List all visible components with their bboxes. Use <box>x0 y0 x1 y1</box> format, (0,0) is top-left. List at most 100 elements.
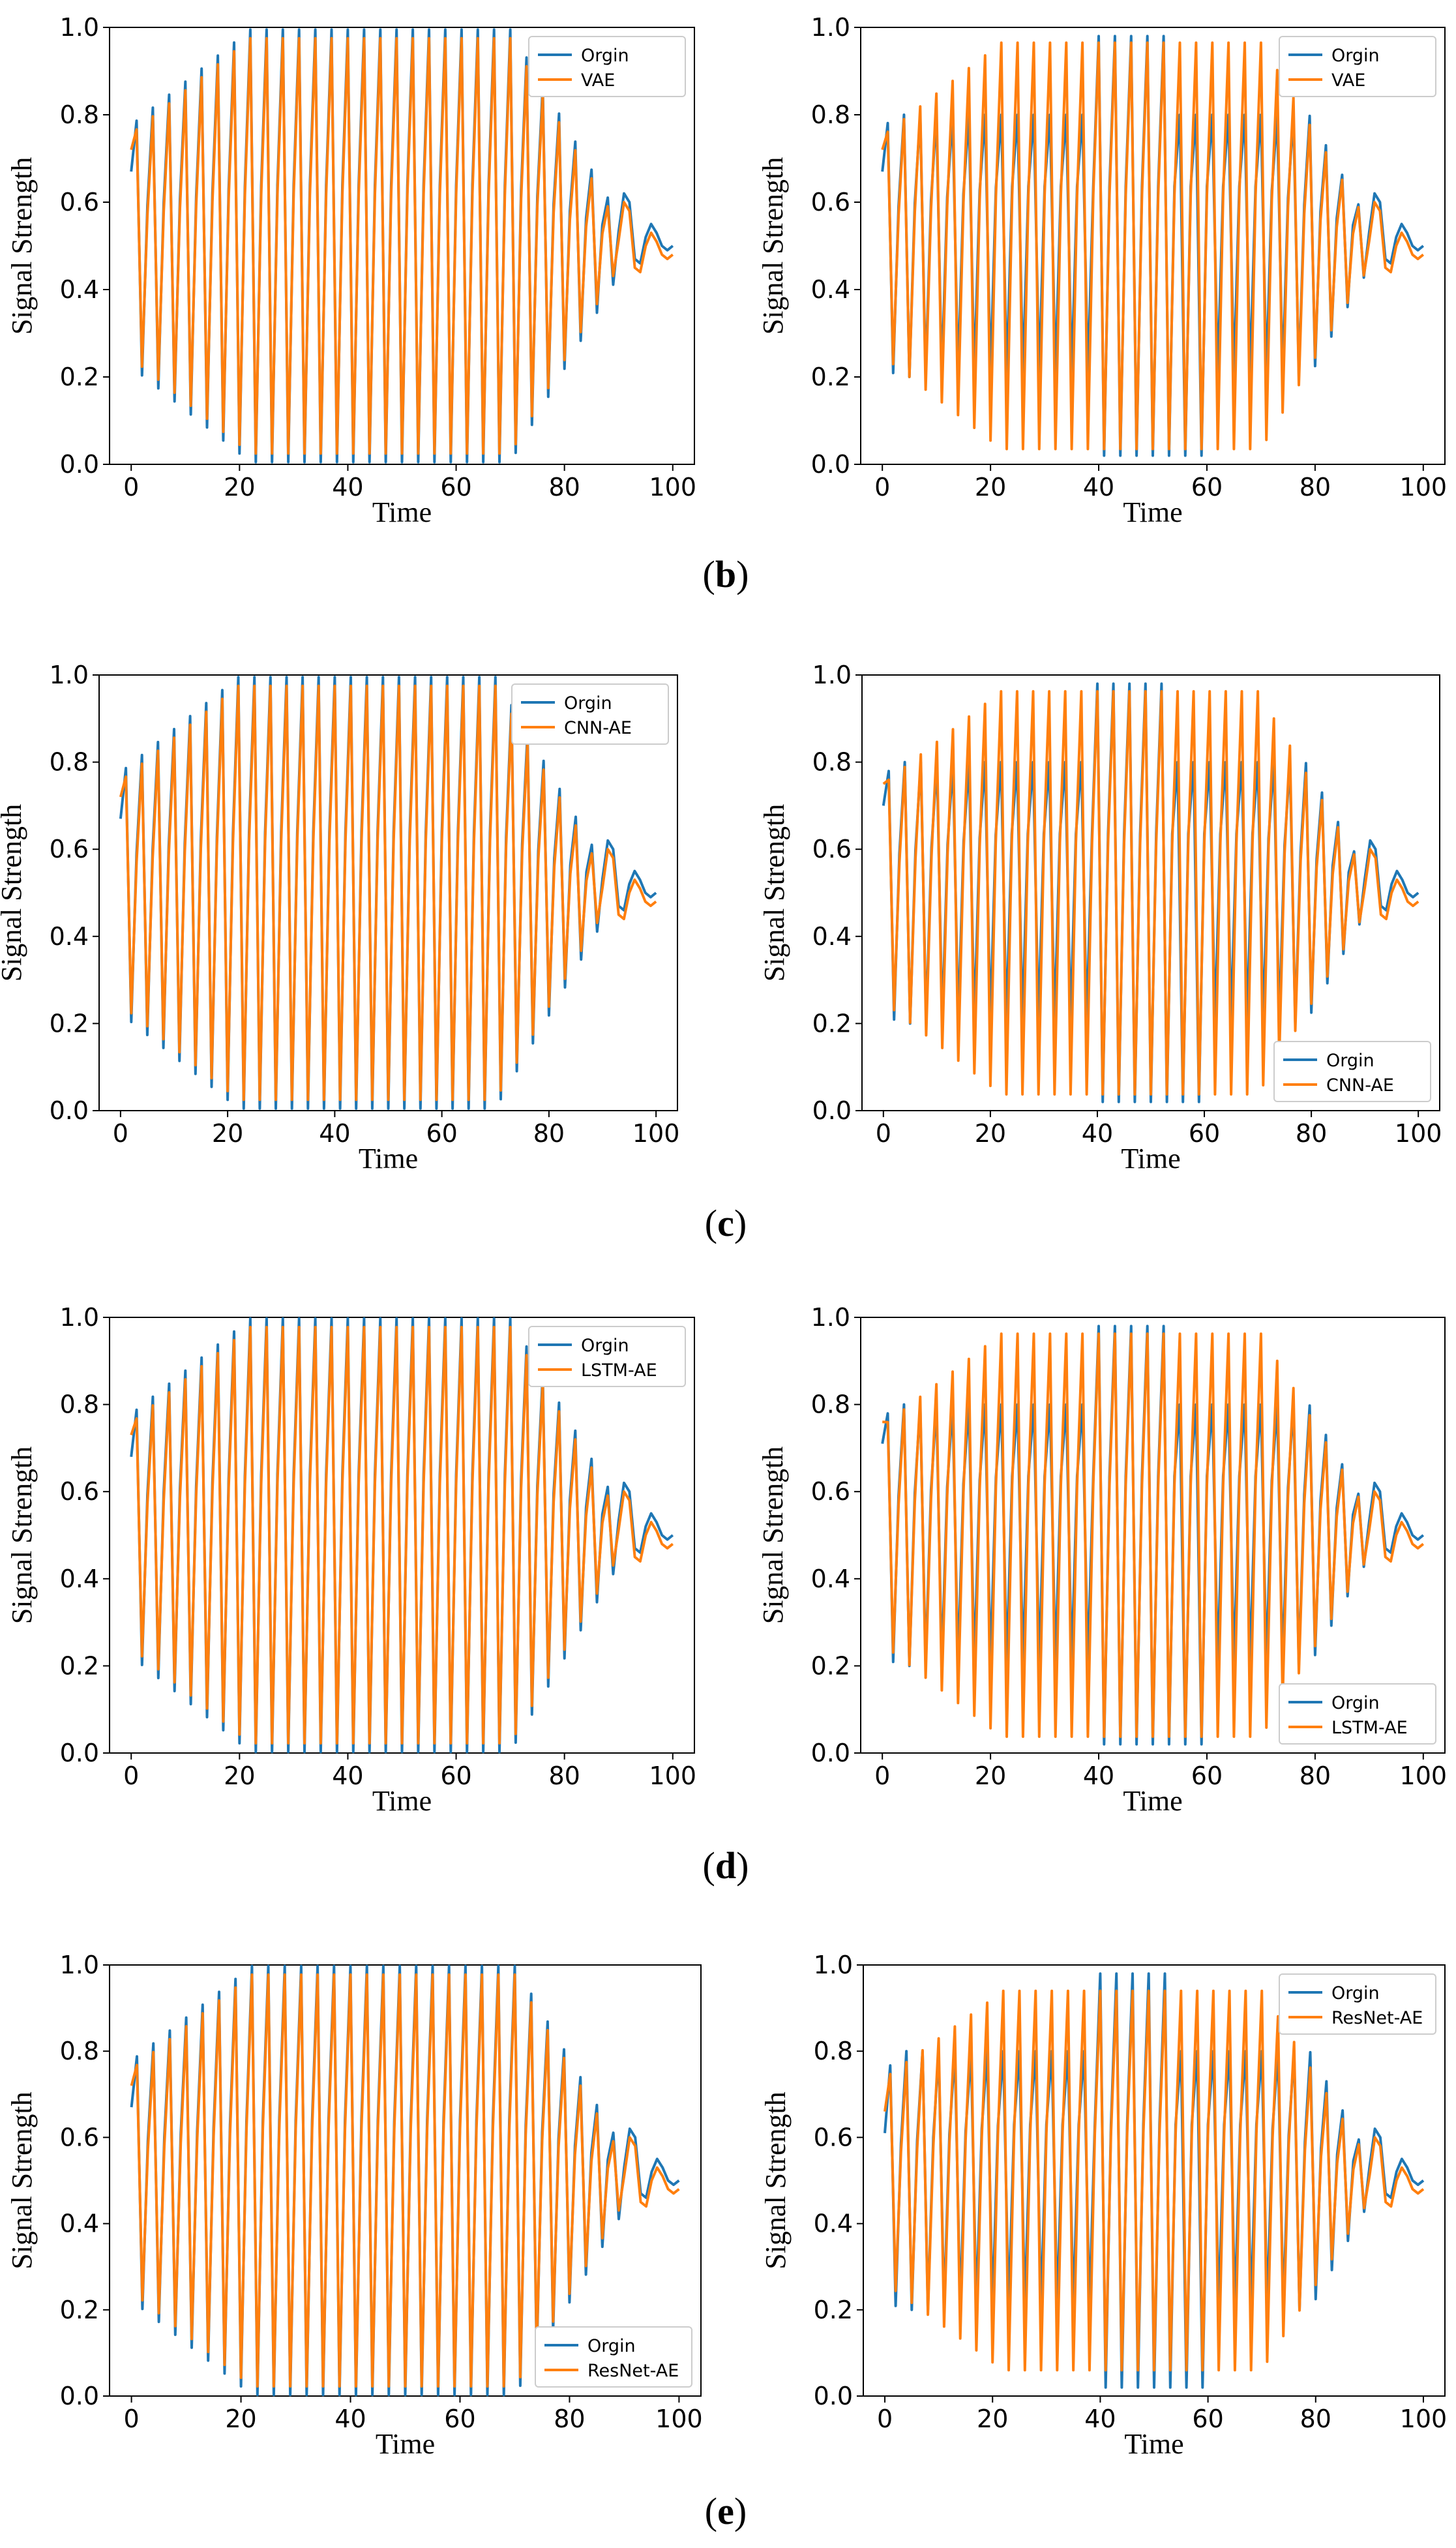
legend-box <box>1273 1041 1431 1102</box>
caption-close: ) <box>736 1844 749 1887</box>
y-tick-label: 0.6 <box>811 1477 850 1506</box>
chart-panel-b-left: 0.0 0.2 0.4 0.6 0.8 1.0 0 20 40 60 80 100 Time Signal… <box>6 13 696 528</box>
y-tick-label: 0.6 <box>60 2123 99 2151</box>
y-axis-label: Signal Strength <box>6 157 38 335</box>
y-tick-label: 0.2 <box>811 1651 850 1680</box>
x-tick-label: 40 <box>334 2405 366 2433</box>
x-tick-label: 20 <box>212 1119 243 1148</box>
y-tick-label: 0.2 <box>811 363 850 391</box>
y-tick-label: 1.0 <box>50 661 89 689</box>
chart-panel-e-right: 0.0 0.2 0.4 0.6 0.8 1.0 0 20 40 60 80 100 Time Signal… <box>760 1951 1447 2460</box>
x-tick-label: 60 <box>444 2405 475 2433</box>
legend-label: Orgin <box>1326 1051 1374 1071</box>
caption-close: ) <box>734 2490 747 2532</box>
x-tick-label: 100 <box>1400 473 1448 502</box>
y-tick-label: 0.4 <box>811 275 850 304</box>
y-tick-label: 1.0 <box>60 1303 99 1332</box>
x-tick-label: 40 <box>332 1761 363 1790</box>
x-tick-label: 100 <box>632 1119 680 1148</box>
y-tick-label: 0.6 <box>60 1477 99 1506</box>
caption-open: ( <box>705 1202 717 1244</box>
legend-label: Orgin <box>581 1336 629 1356</box>
x-tick-label: 20 <box>977 2405 1008 2433</box>
series-line-cnn-ae <box>119 684 657 1102</box>
caption-close: ) <box>736 553 749 595</box>
x-axis-label: Time <box>1124 2428 1183 2460</box>
y-tick-label: 0.8 <box>814 2037 853 2065</box>
x-tick-label: 100 <box>649 1761 697 1790</box>
x-tick-label: 40 <box>1084 2405 1116 2433</box>
x-tick-label: 60 <box>1191 473 1223 502</box>
plot-frame <box>98 674 678 1111</box>
legend-label: CNN-AE <box>564 718 632 738</box>
y-axis-label: Signal Strength <box>757 157 789 335</box>
x-axis-label: Time <box>372 496 432 528</box>
x-tick-label: 20 <box>224 473 255 502</box>
y-tick-label: 0.2 <box>60 2296 99 2324</box>
y-tick-label: 0.6 <box>60 188 99 217</box>
y-tick-label: 0.0 <box>60 2382 99 2410</box>
legend-label: Orgin <box>581 46 629 66</box>
legend-label: Orgin <box>1331 1983 1380 2003</box>
y-axis-label: Signal Strength <box>6 2091 38 2270</box>
legend-box <box>1279 36 1436 97</box>
x-tick-label: 40 <box>1083 473 1114 502</box>
legend-label: ResNet-AE <box>1331 2008 1423 2028</box>
legend: Orgin CNN-AE <box>1273 1041 1431 1102</box>
panel-caption-b: (b) <box>703 553 749 595</box>
y-tick-label: 0.4 <box>811 1565 850 1593</box>
legend-label: Orgin <box>587 2336 636 2356</box>
series-line-cnn-ae <box>882 690 1419 1096</box>
y-tick-label: 1.0 <box>814 1951 853 1979</box>
caption-open: ( <box>705 2490 717 2532</box>
legend-label: Orgin <box>564 693 612 713</box>
x-tick-label: 40 <box>332 473 363 502</box>
x-tick-label: 80 <box>533 1119 565 1148</box>
legend: Orgin LSTM-AE <box>528 1326 686 1387</box>
x-tick-label: 0 <box>874 1761 890 1790</box>
y-tick-label: 0.2 <box>60 1651 99 1680</box>
x-tick-label: 0 <box>876 1119 891 1148</box>
y-tick-label: 0.0 <box>812 1096 852 1125</box>
legend: Orgin ResNet-AE <box>535 2326 692 2388</box>
x-tick-label: 20 <box>225 2405 256 2433</box>
legend-box <box>1279 1683 1436 1745</box>
y-tick-label: 0.6 <box>814 2123 853 2151</box>
y-tick-label: 0.8 <box>60 100 99 129</box>
y-tick-label: 0.4 <box>812 922 852 951</box>
y-axis-label: Signal Strength <box>757 1446 789 1625</box>
y-tick-label: 0.8 <box>60 2037 99 2065</box>
x-tick-label: 0 <box>123 1761 139 1790</box>
y-axis-label: Signal Strength <box>758 804 790 982</box>
series-line-resnet-ae <box>884 1989 1425 2372</box>
x-tick-label: 80 <box>1300 1761 1331 1790</box>
chart-panel-d-right: 0.0 0.2 0.4 0.6 0.8 1.0 0 20 40 60 80 100 Time Signal… <box>757 1303 1447 1817</box>
y-tick-label: 0.8 <box>811 1390 850 1419</box>
panel-caption-e: (e) <box>705 2490 747 2532</box>
x-tick-label: 40 <box>1083 1761 1114 1790</box>
x-tick-label: 0 <box>113 1119 128 1148</box>
y-tick-label: 1.0 <box>811 1303 850 1332</box>
x-tick-label: 60 <box>440 1761 471 1790</box>
caption-letter: e <box>717 2490 734 2532</box>
caption-letter: d <box>715 1844 736 1887</box>
y-tick-label: 0.4 <box>50 922 89 951</box>
legend: Orgin LSTM-AE <box>1279 1683 1436 1745</box>
x-tick-label: 60 <box>440 473 471 502</box>
x-tick-label: 0 <box>874 473 890 502</box>
x-tick-label: 20 <box>975 1119 1006 1148</box>
y-tick-label: 0.2 <box>50 1009 89 1038</box>
legend: Orgin CNN-AE <box>511 683 669 745</box>
y-tick-label: 0.8 <box>811 100 850 129</box>
x-tick-label: 60 <box>1191 1761 1223 1790</box>
legend: Orgin ResNet-AE <box>1279 1973 1436 2035</box>
chart-panel-c-left: 0.0 0.2 0.4 0.6 0.8 1.0 0 20 40 60 80 100 Time Signal… <box>0 661 679 1175</box>
x-tick-label: 100 <box>655 2405 703 2433</box>
x-tick-label: 80 <box>1296 1119 1327 1148</box>
y-tick-label: 0.0 <box>814 2382 853 2410</box>
x-tick-label: 60 <box>1189 1119 1220 1148</box>
x-tick-label: 40 <box>319 1119 350 1148</box>
y-tick-label: 0.4 <box>60 2210 99 2238</box>
x-tick-label: 80 <box>548 473 580 502</box>
x-axis-label: Time <box>1123 496 1182 528</box>
